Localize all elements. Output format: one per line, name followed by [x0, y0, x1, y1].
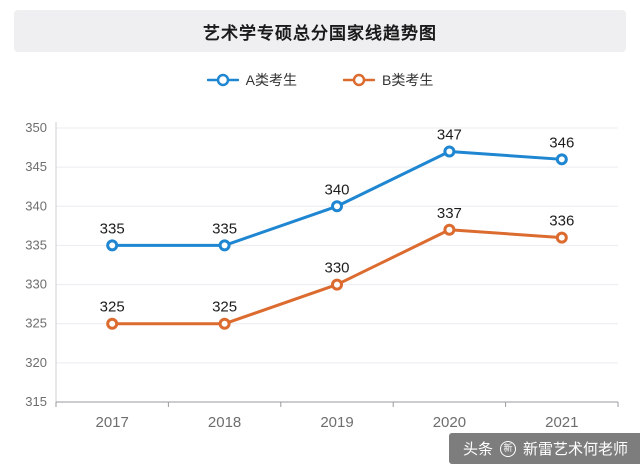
x-tick-label: 2021	[545, 414, 578, 431]
data-label: 337	[437, 205, 462, 222]
watermark-logo-icon: 新	[499, 440, 516, 457]
x-tick-label: 2017	[96, 414, 129, 431]
data-point[interactable]	[106, 239, 119, 252]
y-tick-label: 325	[25, 316, 47, 331]
legend-item-series-a[interactable]: A类考生	[206, 70, 297, 90]
legend: A类考生 B类考生	[6, 70, 634, 90]
data-point[interactable]	[443, 145, 456, 158]
legend-marker-a-icon	[206, 73, 239, 87]
legend-label-a: A类考生	[245, 72, 297, 88]
legend-item-series-b[interactable]: B类考生	[343, 70, 433, 90]
data-point[interactable]	[331, 200, 343, 213]
series-line-B类考生	[110, 228, 564, 326]
y-tick-label: 315	[25, 394, 47, 409]
y-tick-label: 350	[25, 120, 47, 135]
watermark: 头条 新 新雷艺术何老师	[448, 433, 640, 464]
page: { "title": "艺术学专硕总分国家线趋势图", "watermark":…	[0, 10, 640, 472]
line-chart-svg: 315 320 325 330 335 340 345 350 2017 2018 2019 2020…	[25, 120, 619, 431]
y-tick-label: 335	[25, 237, 47, 252]
x-tick-label: 2019	[320, 414, 353, 431]
data-label: 330	[324, 260, 349, 277]
chart-wrap: 315 320 325 330 335 340 345 350 2017 2018 2019 2020…	[6, 94, 634, 444]
chart-card: A类考生 B类考生 315 320 325 330 335 340 345 350 2017 20…	[6, 70, 634, 444]
y-tick-label: 340	[25, 198, 47, 213]
data-point[interactable]	[106, 317, 119, 330]
data-label: 347	[437, 126, 462, 143]
data-point[interactable]	[443, 223, 456, 236]
chart-title: 艺术学专硕总分国家线趋势图	[203, 23, 437, 43]
legend-label-b: B类考生	[382, 72, 434, 88]
data-point[interactable]	[331, 278, 343, 291]
data-label: 336	[549, 213, 574, 230]
data-point[interactable]	[218, 239, 231, 252]
watermark-name: 新雷艺术何老师	[522, 441, 628, 458]
series-line-A类考生	[110, 149, 564, 247]
data-label: 325	[212, 299, 237, 316]
data-point[interactable]	[555, 231, 568, 244]
chart-title-bar: 艺术学专硕总分国家线趋势图	[14, 10, 626, 52]
data-point[interactable]	[218, 317, 231, 330]
y-tick-label: 330	[25, 277, 47, 292]
legend-marker-b-icon	[343, 73, 375, 87]
data-label: 346	[549, 134, 574, 151]
y-tick-label: 320	[25, 355, 47, 370]
x-tick-label: 2018	[208, 414, 241, 431]
data-label: 340	[324, 181, 349, 198]
data-label: 335	[100, 220, 125, 237]
x-tick-label: 2020	[433, 414, 466, 431]
data-label: 325	[100, 299, 125, 316]
y-tick-label: 345	[25, 159, 47, 174]
data-point[interactable]	[555, 153, 568, 166]
watermark-brand: 头条	[462, 441, 493, 458]
data-label: 335	[212, 220, 237, 237]
